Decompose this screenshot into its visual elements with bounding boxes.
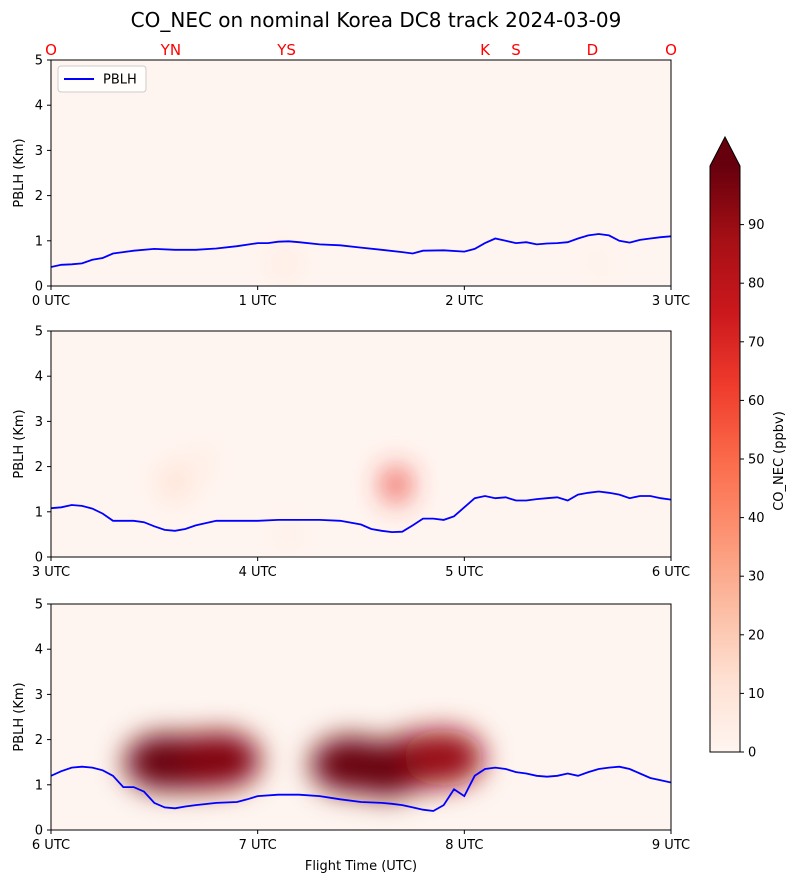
y-tick-label: 1	[35, 505, 43, 520]
x-tick-label: 0 UTC	[32, 294, 70, 309]
axes-frame	[50, 603, 672, 831]
y-tick-label: 4	[35, 643, 43, 658]
colorbar-extend-arrow	[710, 137, 740, 166]
co-field	[161, 444, 411, 553]
y-tick-label: 1	[35, 234, 43, 249]
location-marker-label: YN	[160, 41, 181, 59]
x-tick-label: 6 UTC	[32, 838, 70, 853]
y-tick-label: 0	[35, 551, 43, 566]
co-field	[124, 729, 484, 797]
x-tick-label: 2 UTC	[445, 294, 483, 309]
y-tick-label: 3	[35, 688, 43, 703]
y-tick-label: 4	[35, 99, 43, 114]
co-blob	[187, 444, 216, 481]
colorbar-tick-label: 90	[748, 218, 765, 233]
y-tick-label: 3	[35, 415, 43, 430]
x-tick-label: 6 UTC	[652, 565, 690, 580]
heatmap-background	[51, 604, 671, 830]
y-tick-label: 0	[35, 280, 43, 295]
x-tick-label: 4 UTC	[239, 565, 277, 580]
x-tick-label: 3 UTC	[652, 294, 690, 309]
axes-frame	[50, 330, 672, 558]
y-tick-label: 0	[35, 824, 43, 839]
y-tick-label: 2	[35, 733, 43, 748]
location-marker-label: O	[45, 41, 57, 59]
legend-box	[57, 65, 147, 93]
colorbar-gradient	[710, 166, 740, 752]
y-tick-label: 3	[35, 144, 43, 159]
legend-label: PBLH	[103, 73, 137, 88]
co-blob	[382, 466, 411, 503]
colorbar: 0 10 20 30 40 50 60 70 80 90 CO_NEC (ppbv)	[709, 135, 787, 761]
location-markers: O YN YS K S D O	[45, 41, 677, 59]
colorbar-tick-label: 60	[748, 394, 765, 409]
colorbar-tick-label: 50	[748, 453, 765, 468]
colorbar-tick-label: 30	[748, 570, 765, 585]
x-tick-label: 8 UTC	[445, 838, 483, 853]
y-tick-label: 5	[35, 54, 43, 69]
location-marker-label: S	[511, 41, 521, 59]
co-field	[270, 245, 613, 282]
colorbar-label: CO_NEC (ppbv)	[772, 411, 787, 511]
y-tick-label: 2	[35, 189, 43, 204]
legend: PBLH	[57, 65, 147, 93]
y-tick-label: 5	[35, 598, 43, 613]
x-axis-label: Flight Time (UTC)	[305, 859, 417, 874]
y-tick-label: 1	[35, 778, 43, 793]
x-tick-label: 3 UTC	[32, 565, 70, 580]
pblh-line	[51, 490, 671, 534]
y-tick-label: 2	[35, 460, 43, 475]
x-tick-label: 7 UTC	[239, 838, 277, 853]
panel-2: 0 1 2 3 4 5 3 UTC 4 UTC 5 UTC 6 UTC PBLH (Km)	[12, 325, 690, 581]
colorbar-tick-label: 70	[748, 335, 765, 350]
y-tick-label: 4	[35, 370, 43, 385]
pblh-line	[51, 765, 671, 812]
x-tick-label: 5 UTC	[445, 565, 483, 580]
co-blob	[584, 245, 613, 282]
x-tick-label: 1 UTC	[239, 294, 277, 309]
y-axis-label: PBLH (Km)	[12, 682, 27, 751]
co-blob	[403, 729, 484, 786]
axes-frame	[50, 59, 672, 287]
chart-title: CO_NEC on nominal Korea DC8 track 2024-0…	[131, 8, 622, 32]
co-blob	[180, 731, 261, 788]
y-axis-label: PBLH (Km)	[12, 138, 27, 207]
colorbar-tick-label: 80	[748, 277, 765, 292]
location-marker-label: O	[665, 41, 677, 59]
location-marker-label: D	[587, 41, 599, 59]
x-tick-label: 9 UTC	[652, 838, 690, 853]
heatmap-background	[51, 331, 671, 557]
heatmap-background	[51, 60, 671, 286]
location-marker-label: K	[480, 41, 491, 59]
y-axis-label: PBLH (Km)	[12, 409, 27, 478]
colorbar-tick-label: 0	[748, 746, 756, 761]
colorbar-tick-label: 10	[748, 687, 765, 702]
co-blob	[270, 245, 299, 282]
location-marker-label: YS	[276, 41, 296, 59]
colorbar-tick-label: 20	[748, 628, 765, 643]
y-tick-label: 5	[35, 325, 43, 340]
panel-1: 0 1 2 3 4 5 0 UTC 1 UTC 2 UTC 3 UTC PBLH (Km) PBLH	[12, 54, 690, 310]
co-blob	[161, 464, 189, 501]
colorbar-tick-label: 40	[748, 511, 765, 526]
co-blob	[274, 516, 303, 553]
panel-3: 0 1 2 3 4 5 6 UTC 7 UTC 8 UTC 9 UTC PBLH (Km)	[12, 598, 690, 854]
pblh-line	[51, 233, 671, 268]
